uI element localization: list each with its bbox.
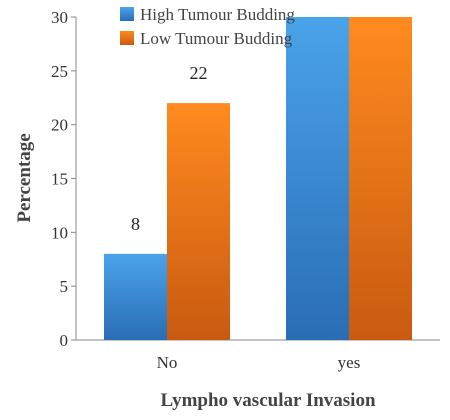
legend-label: Low Tumour Budding [140, 29, 293, 48]
y-tick-label: 10 [51, 223, 68, 242]
bar-low-yes [349, 17, 412, 340]
data-label: 8 [131, 214, 140, 234]
y-tick-label: 20 [51, 116, 68, 135]
bar-high-yes [286, 17, 349, 340]
x-tick-label: No [157, 353, 178, 372]
legend: High Tumour Budding Low Tumour Budding [120, 5, 295, 48]
y-tick-label: 5 [60, 277, 69, 296]
legend-swatch [120, 31, 134, 45]
legend-swatch [120, 7, 134, 21]
y-tick-label: 15 [51, 170, 68, 189]
y-tick-label: 25 [51, 62, 68, 81]
bar-low-no [167, 103, 230, 340]
data-labels: 8 22 [131, 63, 208, 234]
x-axis-title: Lympho vascular Invasion [160, 390, 375, 411]
y-tick-label: 30 [51, 8, 68, 27]
y-tick-label: 0 [60, 331, 69, 350]
x-tick-label: yes [338, 353, 361, 372]
y-axis-ticks: 0 5 10 15 20 25 30 [51, 8, 76, 350]
bars [104, 17, 412, 340]
x-axis-ticks: No yes [157, 353, 361, 372]
legend-label: High Tumour Budding [140, 5, 295, 24]
data-label: 22 [190, 63, 208, 83]
y-axis-title: Percentage [14, 133, 35, 222]
bar-high-no [104, 253, 167, 340]
